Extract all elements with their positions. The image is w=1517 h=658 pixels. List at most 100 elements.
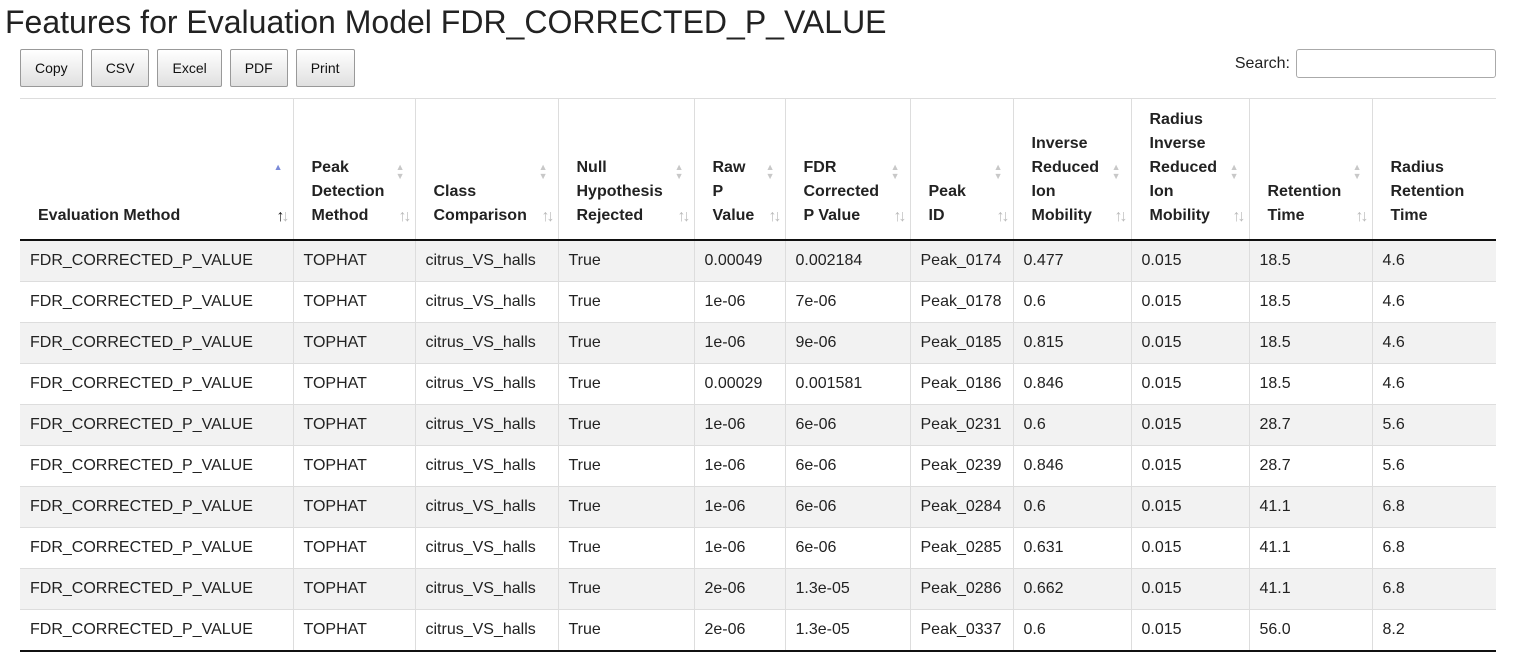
copy-button[interactable]: Copy xyxy=(20,49,83,87)
column-header-label: Inverse xyxy=(1031,135,1088,152)
cell-peak-detection-method: TOPHAT xyxy=(292,445,415,487)
column-header-peak-id[interactable]: Peak ID ▲ ▼ ↑↓ xyxy=(909,99,1013,241)
cell-retention-time: 41.1 xyxy=(1248,486,1372,528)
cell-peak-detection-method: TOPHAT xyxy=(292,568,415,610)
column-header-label: Corrected xyxy=(803,183,880,200)
column-header-evaluation-method[interactable]: Evaluation Method ▲ ↑↓ xyxy=(20,99,293,241)
cell-peak-detection-method: TOPHAT xyxy=(292,281,415,323)
cell-radius-retention-time: 4.6 xyxy=(1371,322,1496,364)
cell-radius-inverse-reduced-ion-mobility: 0.015 xyxy=(1130,445,1249,487)
table-row[interactable]: FDR_CORRECTED_P_VALUE TOPHAT citrus_VS_hal… xyxy=(20,322,1496,364)
cell-class-comparison: citrus_VS_halls xyxy=(414,281,558,323)
column-header-inverse-reduced-ion-mobility[interactable]: Inverse Reduced Ion Mobility ▲ ▼ ↑↓ xyxy=(1012,99,1131,241)
cell-peak-id: Peak_0185 xyxy=(909,322,1013,364)
cell-radius-retention-time: 5.6 xyxy=(1371,404,1496,446)
sort-icon: ▲ ▼ xyxy=(395,162,405,181)
cell-peak-id: Peak_0337 xyxy=(909,609,1013,652)
table-header: Evaluation Method ▲ ↑↓ Peak Detection Method ▲… xyxy=(20,99,1496,241)
table-row[interactable]: FDR_CORRECTED_P_VALUE TOPHAT citrus_VS_hal… xyxy=(20,445,1496,487)
column-header-fdr-corrected-p-value[interactable]: FDR Corrected P Value ▲ ▼ ↑↓ xyxy=(784,99,910,241)
cell-fdr-corrected-p-value: 7e-06 xyxy=(784,281,910,323)
cell-peak-detection-method: TOPHAT xyxy=(292,527,415,569)
cell-null-hypothesis-rejected: True xyxy=(557,404,694,446)
cell-null-hypothesis-rejected: True xyxy=(557,609,694,652)
cell-class-comparison: citrus_VS_halls xyxy=(414,322,558,364)
sort-icon: ▲ ▼ xyxy=(765,162,775,181)
cell-null-hypothesis-rejected: True xyxy=(557,486,694,528)
column-header-label: Rejected xyxy=(576,207,644,224)
table-row[interactable]: FDR_CORRECTED_P_VALUE TOPHAT citrus_VS_hal… xyxy=(20,281,1496,323)
cell-evaluation-method: FDR_CORRECTED_P_VALUE xyxy=(20,363,293,405)
column-header-label: Reduced xyxy=(1031,159,1100,176)
cell-fdr-corrected-p-value: 6e-06 xyxy=(784,527,910,569)
cell-class-comparison: citrus_VS_halls xyxy=(414,486,558,528)
sort-arrows-icon: ↑↓ xyxy=(1355,208,1369,225)
cell-inverse-reduced-ion-mobility: 0.662 xyxy=(1012,568,1131,610)
column-header-label: Mobility xyxy=(1149,207,1210,224)
column-header-label: Mobility xyxy=(1031,207,1092,224)
excel-button[interactable]: Excel xyxy=(157,49,222,87)
column-header-peak-detection-method[interactable]: Peak Detection Method ▲ ▼ ↑↓ xyxy=(292,99,415,241)
cell-evaluation-method: FDR_CORRECTED_P_VALUE xyxy=(20,322,293,364)
cell-retention-time: 18.5 xyxy=(1248,363,1372,405)
column-header-label: Null xyxy=(576,159,607,176)
column-header-label: FDR xyxy=(803,159,837,176)
table-row[interactable]: FDR_CORRECTED_P_VALUE TOPHAT citrus_VS_hal… xyxy=(20,404,1496,446)
csv-button[interactable]: CSV xyxy=(90,49,150,87)
cell-evaluation-method: FDR_CORRECTED_P_VALUE xyxy=(20,240,293,282)
sort-arrows-icon: ↑↓ xyxy=(398,208,412,225)
sort-arrows-icon: ↑↓ xyxy=(1232,208,1246,225)
column-header-label: Comparison xyxy=(433,207,527,224)
column-header-class-comparison[interactable]: Class Comparison ▲ ▼ ↑↓ xyxy=(414,99,558,241)
export-toolbar: Copy CSV Excel PDF Print xyxy=(20,49,363,87)
column-header-label: Peak xyxy=(928,183,966,200)
cell-inverse-reduced-ion-mobility: 0.6 xyxy=(1012,281,1131,323)
cell-raw-p-value: 2e-06 xyxy=(693,568,785,610)
cell-peak-detection-method: TOPHAT xyxy=(292,486,415,528)
sort-icon: ▲ ▼ xyxy=(993,162,1003,181)
table-row[interactable]: FDR_CORRECTED_P_VALUE TOPHAT citrus_VS_hal… xyxy=(20,527,1496,569)
cell-peak-id: Peak_0178 xyxy=(909,281,1013,323)
cell-inverse-reduced-ion-mobility: 0.6 xyxy=(1012,486,1131,528)
cell-radius-inverse-reduced-ion-mobility: 0.015 xyxy=(1130,404,1249,446)
cell-fdr-corrected-p-value: 1.3e-05 xyxy=(784,568,910,610)
pdf-button[interactable]: PDF xyxy=(229,49,288,87)
table-row[interactable]: FDR_CORRECTED_P_VALUE TOPHAT citrus_VS_hal… xyxy=(20,609,1496,652)
cell-radius-retention-time: 5.6 xyxy=(1371,445,1496,487)
sort-icon: ▲ ▼ xyxy=(674,162,684,181)
cell-inverse-reduced-ion-mobility: 0.6 xyxy=(1012,609,1131,652)
cell-retention-time: 41.1 xyxy=(1248,568,1372,610)
sort-arrows-icon: ↑↓ xyxy=(996,208,1010,225)
table-row[interactable]: FDR_CORRECTED_P_VALUE TOPHAT citrus_VS_hal… xyxy=(20,568,1496,610)
print-button[interactable]: Print xyxy=(295,49,355,87)
cell-retention-time: 18.5 xyxy=(1248,322,1372,364)
column-header-raw-p-value[interactable]: Raw P Value ▲ ▼ ↑↓ xyxy=(693,99,785,241)
cell-inverse-reduced-ion-mobility: 0.631 xyxy=(1012,527,1131,569)
search-input[interactable] xyxy=(1296,49,1496,78)
column-header-null-hypothesis-rejected[interactable]: Null Hypothesis Rejected ▲ ▼ ↑↓ xyxy=(557,99,694,241)
page-title: Features for Evaluation Model FDR_CORREC… xyxy=(5,4,887,40)
cell-radius-retention-time: 4.6 xyxy=(1371,281,1496,323)
table-row[interactable]: FDR_CORRECTED_P_VALUE TOPHAT citrus_VS_hal… xyxy=(20,486,1496,528)
cell-peak-detection-method: TOPHAT xyxy=(292,609,415,652)
cell-fdr-corrected-p-value: 0.001581 xyxy=(784,363,910,405)
cell-evaluation-method: FDR_CORRECTED_P_VALUE xyxy=(20,445,293,487)
column-header-radius-inverse-reduced-ion-mobility[interactable]: Radius Inverse Reduced Ion Mobility ▲ ▼ ↑↓ xyxy=(1130,99,1249,241)
cell-radius-retention-time: 4.6 xyxy=(1371,363,1496,405)
cell-evaluation-method: FDR_CORRECTED_P_VALUE xyxy=(20,527,293,569)
cell-class-comparison: citrus_VS_halls xyxy=(414,609,558,652)
cell-retention-time: 18.5 xyxy=(1248,240,1372,282)
column-header-label: Ion xyxy=(1149,183,1174,200)
cell-class-comparison: citrus_VS_halls xyxy=(414,527,558,569)
sort-arrows-icon: ↑↓ xyxy=(541,208,555,225)
sort-arrows-icon: ↑↓ xyxy=(276,208,290,225)
cell-peak-id: Peak_0286 xyxy=(909,568,1013,610)
column-header-label: Raw xyxy=(712,159,746,176)
sort-ascending-icon: ▲ xyxy=(273,162,283,172)
table-row[interactable]: FDR_CORRECTED_P_VALUE TOPHAT citrus_VS_hal… xyxy=(20,240,1496,282)
column-header-retention-time[interactable]: Retention Time ▲ ▼ ↑↓ xyxy=(1248,99,1372,241)
search-label: Search: xyxy=(1234,54,1290,72)
table-row[interactable]: FDR_CORRECTED_P_VALUE TOPHAT citrus_VS_hal… xyxy=(20,363,1496,405)
column-header-label: ID xyxy=(928,207,945,224)
